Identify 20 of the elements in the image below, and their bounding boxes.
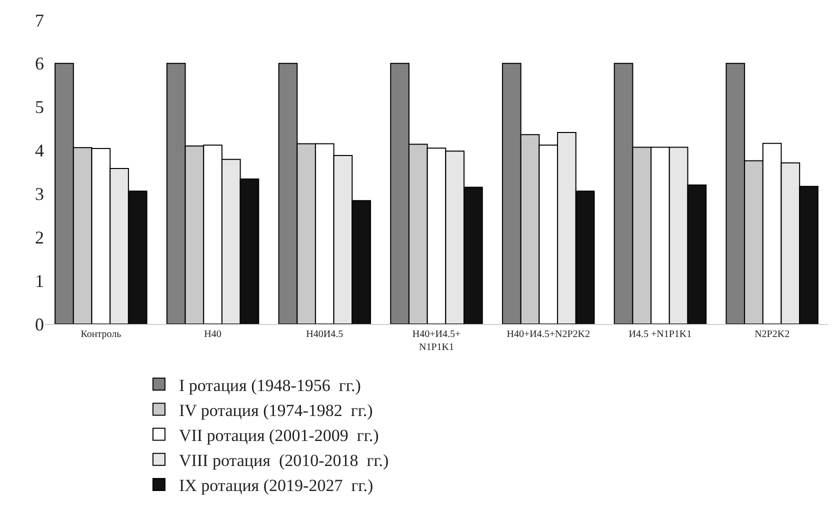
legend-label: IX ротация (2019-2027 гг.) — [178, 476, 374, 496]
legend-label: IV ротация (1974-1982 гг.) — [178, 400, 373, 420]
y-tick-label: 2 — [35, 227, 44, 248]
y-tick-label: 7 — [35, 10, 44, 30]
y-tick-label: 5 — [35, 97, 44, 118]
legend-label: I ротация (1948-1956 гг.) — [178, 376, 361, 395]
y-tick-label: 0 — [35, 314, 44, 334]
y-tick-label: 6 — [35, 54, 44, 74]
y-tick-label: 1 — [35, 270, 44, 291]
x-tick-label: Контроль — [80, 329, 122, 340]
x-tick-label: Н40И4.5 — [306, 329, 344, 340]
legend-label: VIII ротация (2010-2018 гг.) — [178, 451, 389, 470]
y-tick-label: 4 — [35, 140, 44, 161]
x-tick-label: N2P2K2 — [754, 329, 790, 340]
x-tick-label: Н40+И4.5+ N1P1K1 — [412, 329, 461, 353]
x-tick-label: И4.5 +N1P1K1 — [628, 329, 692, 340]
x-tick-label: Н40+И4.5+N2P2K2 — [506, 329, 590, 340]
y-tick-label: 3 — [35, 184, 44, 204]
legend-label: VII ротация (2001-2009 гг.) — [178, 426, 379, 445]
x-tick-label: Н40 — [204, 329, 222, 340]
